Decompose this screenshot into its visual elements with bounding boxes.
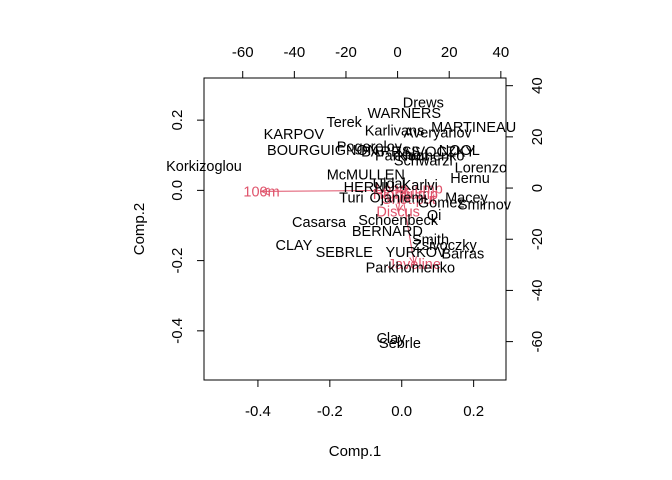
observation-label: BARRAS: [361, 145, 421, 161]
variable-arrowhead: [260, 187, 269, 196]
observation-label: Karlvi: [402, 178, 438, 194]
right-axis: -60 -40 -20 0 20 40: [505, 77, 546, 353]
variable-arrow: [401, 188, 410, 191]
top-tick-label: 0: [393, 44, 401, 61]
observation-label: HERNU: [344, 180, 396, 196]
observation-label: Ojaniemi: [370, 190, 427, 206]
observation-label: BOURGUIGNON: [267, 143, 378, 159]
observation-label: Macey: [445, 190, 488, 206]
observation-label: Zsivoczky: [413, 238, 477, 254]
observation-label: Smith: [412, 233, 449, 249]
x-axis-title: Comp.1: [329, 443, 382, 460]
y-tick-label: 0.0: [169, 180, 186, 201]
top-axis: -60 -40 -20 0 20 40: [232, 44, 509, 79]
top-tick-label: -20: [335, 44, 357, 61]
x-tick-label: 0.0: [391, 403, 412, 420]
observation-label: Clay: [376, 331, 406, 347]
observation-label: Lorenzo: [455, 161, 507, 177]
observation-label: Drews: [403, 96, 444, 112]
observation-label: Barras: [441, 247, 484, 263]
variable-arrowhead: [401, 191, 410, 201]
right-tick-label: -20: [529, 228, 546, 250]
observation-label: Hernu: [450, 171, 490, 187]
observation-label: Casarsa: [292, 215, 347, 231]
observation-label: Nool: [398, 148, 428, 164]
observation-label: NOOL: [439, 143, 480, 159]
observation-label: Averyanov: [404, 125, 473, 141]
x-tick-label: -0.4: [245, 403, 271, 420]
right-tick-label: 0: [529, 184, 546, 192]
observation-label: Qi: [427, 208, 442, 224]
variable-arrows: [260, 186, 418, 266]
variable-label: Discus: [376, 204, 420, 220]
observation-label: Schwarzl: [394, 154, 453, 170]
observation-label: BERNARD: [352, 224, 423, 240]
top-tick-label: 20: [441, 44, 458, 61]
observation-label: MARTINEAU: [431, 120, 516, 136]
observation-label: YURKOV: [385, 245, 447, 261]
x-axis: -0.4 -0.2 0.0 0.2: [245, 379, 484, 420]
top-tick-label: -40: [283, 44, 305, 61]
right-tick-label: -40: [529, 280, 546, 302]
variable-arrowhead: [409, 256, 418, 266]
y-tick-label: -0.2: [169, 248, 186, 274]
observation-label: SEBRLE: [316, 245, 374, 261]
top-tick-label: -60: [232, 44, 254, 61]
observation-label: Pogorelov: [337, 139, 403, 155]
observation-label: Uldal: [373, 176, 406, 192]
observation-label: Parkhomenko: [375, 148, 464, 164]
observation-label: KARPOV: [264, 127, 325, 143]
variable-arrow: [397, 190, 403, 212]
observation-label: McMULLEN: [327, 168, 405, 184]
right-tick-label: -60: [529, 331, 546, 353]
variable-arrow: [401, 190, 415, 265]
top-tick-label: 40: [492, 44, 509, 61]
variable-arrowhead: [397, 186, 407, 195]
variable-label: Javeline: [388, 257, 441, 273]
observation-label: Gomez: [418, 196, 465, 212]
y-tick-label: 0.2: [169, 110, 186, 131]
variable-arrow: [261, 189, 402, 192]
x-tick-label: -0.2: [317, 403, 343, 420]
observation-label: WARNERS: [367, 106, 441, 122]
x-tick-label: 0.2: [463, 403, 484, 420]
right-tick-label: 20: [529, 129, 546, 146]
observation-label: Smirnov: [458, 197, 512, 213]
observation-label: Korkizoglou: [166, 159, 242, 175]
variable-arrowhead: [395, 203, 404, 213]
observation-label: Karlivans: [365, 124, 425, 140]
observation-label: CLAY: [275, 238, 312, 254]
variable-label: Shot.put: [382, 192, 436, 208]
y-axis-title: Comp.2: [131, 203, 148, 256]
observation-label: Parkhomenko: [366, 261, 455, 277]
observation-label: Terek: [326, 115, 362, 131]
observation-label: Schoenbeck: [358, 213, 439, 229]
observation-label: Sebrle: [379, 336, 421, 352]
y-tick-label: -0.4: [169, 318, 186, 344]
right-tick-label: 40: [529, 77, 546, 94]
variable-label: Long.jump: [375, 182, 443, 198]
variable-label: 100m: [243, 184, 279, 200]
y-axis: -0.4 -0.2 0.0 0.2: [169, 110, 205, 344]
observation-label: Turi: [339, 190, 363, 206]
variable-labels: 100m Discus Javeline Shot.putLong.jumpHigh.…: [243, 182, 442, 274]
variable-label: High.jump: [373, 187, 438, 203]
observation-label: ZSIVOCZKY: [393, 145, 476, 161]
